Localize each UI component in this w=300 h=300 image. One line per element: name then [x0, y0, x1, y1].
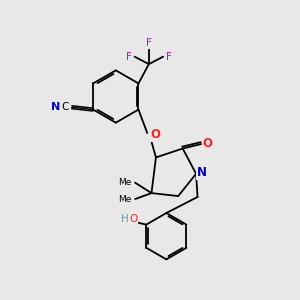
Text: O: O	[150, 128, 160, 142]
Text: F: F	[146, 38, 152, 48]
Text: F: F	[126, 52, 132, 62]
Text: F: F	[166, 52, 171, 62]
Text: Me: Me	[118, 194, 131, 203]
Text: O: O	[129, 214, 138, 224]
Text: N: N	[51, 102, 60, 112]
Text: Me: Me	[118, 178, 131, 187]
Text: O: O	[203, 137, 213, 150]
Text: N: N	[197, 166, 207, 179]
Text: H: H	[121, 214, 128, 224]
Text: C: C	[61, 102, 69, 112]
